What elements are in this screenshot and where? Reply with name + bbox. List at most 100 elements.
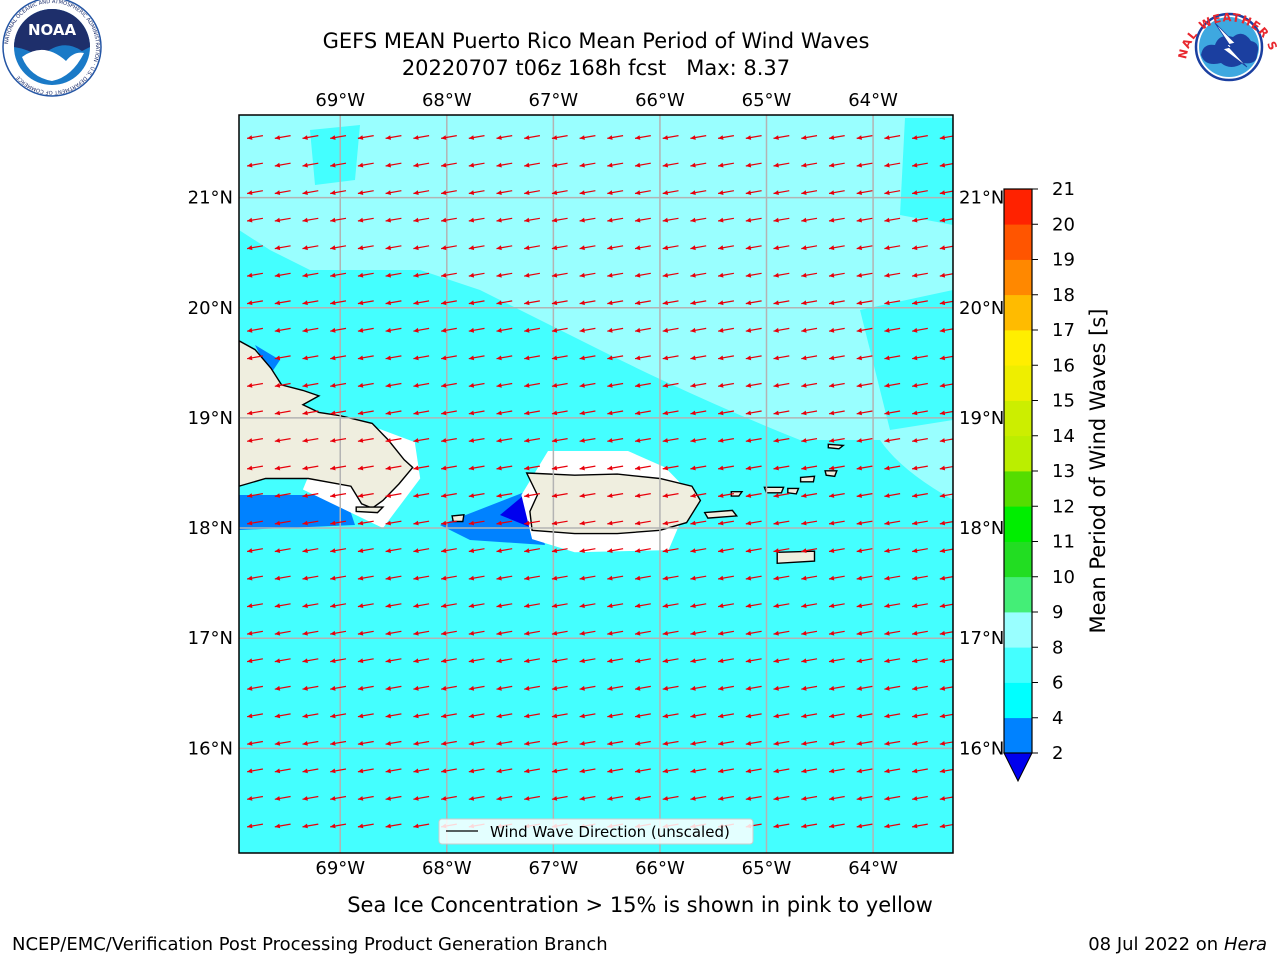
wave-arrow [302, 520, 319, 526]
wave-arrow [413, 603, 430, 608]
wave-arrow [856, 190, 873, 195]
wave-arrow [496, 685, 513, 691]
wave-arrow [302, 300, 319, 306]
wave-arrow [496, 190, 513, 195]
wave-arrow [828, 438, 845, 443]
wave-arrow [579, 658, 596, 664]
wave-arrow [634, 135, 651, 140]
wave-arrow [634, 245, 651, 251]
wave-arrow [413, 823, 430, 829]
wave-arrow [828, 135, 845, 140]
wave-arrow [579, 740, 596, 746]
wave-arrow [246, 795, 264, 801]
wave-arrow [413, 685, 430, 691]
wave-arrow [524, 548, 541, 553]
wave-arrow [801, 603, 818, 608]
wave-arrow [717, 438, 735, 443]
wave-arrow [634, 548, 651, 553]
wave-arrow [413, 713, 430, 719]
wave-arrow [524, 162, 541, 168]
wave-arrow [468, 465, 485, 471]
wave-arrow [440, 300, 457, 306]
wave-arrow [828, 575, 845, 581]
wave-arrow [884, 493, 901, 498]
wave-arrow [330, 135, 347, 140]
wave-arrow [357, 162, 374, 168]
wave-arrow [385, 190, 402, 195]
wave-arrow [884, 685, 901, 691]
wave-arrow [662, 575, 679, 581]
wave-arrow [634, 217, 651, 223]
colorbar-segment [1004, 189, 1032, 225]
wave-arrow [302, 795, 319, 801]
wave-arrow [385, 327, 402, 333]
wave-arrow [302, 685, 319, 691]
wave-arrow [330, 438, 347, 443]
wave-arrow [302, 465, 319, 471]
wave-arrow [330, 603, 347, 608]
wave-arrow [496, 217, 513, 223]
wave-arrow [745, 795, 762, 801]
wave-arrow [607, 603, 624, 608]
wave-arrow [607, 465, 624, 471]
wave-arrow [828, 300, 845, 306]
wave-arrow [302, 135, 319, 140]
wave-arrow [911, 382, 928, 388]
wave-arrow [440, 685, 457, 691]
wave-arrow [274, 245, 291, 251]
wave-arrow [828, 493, 845, 498]
wave-arrow [524, 355, 541, 361]
wave-arrow [717, 795, 735, 801]
wave-arrow [717, 740, 735, 746]
wave-arrow [717, 493, 735, 498]
wave-arrow [579, 382, 596, 388]
wave-arrow [690, 438, 707, 443]
wave-arrow [717, 630, 735, 636]
wave-arrow [856, 768, 873, 774]
wave-arrow [440, 382, 457, 388]
wave-arrow [468, 190, 485, 195]
colorbar-ticks: 2 4 6 8 9 10 11 12 13 14 15 16 17 18 19 20 21 [1032, 179, 1075, 764]
land-tortola [799, 475, 816, 483]
wave-arrow [524, 658, 541, 664]
wave-arrow [856, 630, 873, 636]
colorbar-tick-label: 18 [1052, 285, 1075, 306]
wave-arrow [496, 410, 513, 416]
wave-arrow [468, 245, 485, 251]
wave-arrow [302, 630, 319, 636]
wave-arrow [773, 135, 790, 140]
wave-arrow [828, 795, 845, 801]
wave-arrow [246, 713, 264, 719]
wave-arrow [385, 630, 402, 636]
wave-arrow [413, 548, 430, 553]
wave-arrow [246, 548, 264, 553]
wave-arrow [579, 300, 596, 306]
wave-arrow [440, 520, 457, 526]
land-puerto-rico [525, 472, 702, 535]
wave-arrow [662, 465, 679, 471]
wave-arrow [357, 410, 374, 416]
land-mona [451, 514, 465, 523]
wave-arrow [302, 355, 319, 361]
wave-arrow [745, 382, 762, 388]
lat-label-left: 16°N [188, 738, 233, 759]
wave-arrow [385, 465, 402, 471]
wave-arrow [440, 355, 457, 361]
wave-arrow [246, 603, 264, 608]
wave-arrow [745, 548, 762, 553]
wave-arrow [773, 327, 790, 333]
lat-label-right: 20°N [959, 298, 1004, 319]
wave-arrow [773, 575, 790, 581]
wave-arrow [911, 740, 928, 746]
wave-arrow [745, 410, 762, 416]
wave-arrow [413, 465, 430, 471]
wave-arrow [884, 740, 901, 746]
wave-arrow [357, 382, 374, 388]
wave-arrow [357, 658, 374, 664]
wave-arrow [413, 272, 430, 278]
noaa-logo-bird [22, 49, 84, 81]
wave-arrow [496, 520, 513, 526]
wave-arrow [773, 162, 790, 168]
wave-arrow [828, 740, 845, 746]
colorbar-extend-triangle [1003, 752, 1033, 783]
